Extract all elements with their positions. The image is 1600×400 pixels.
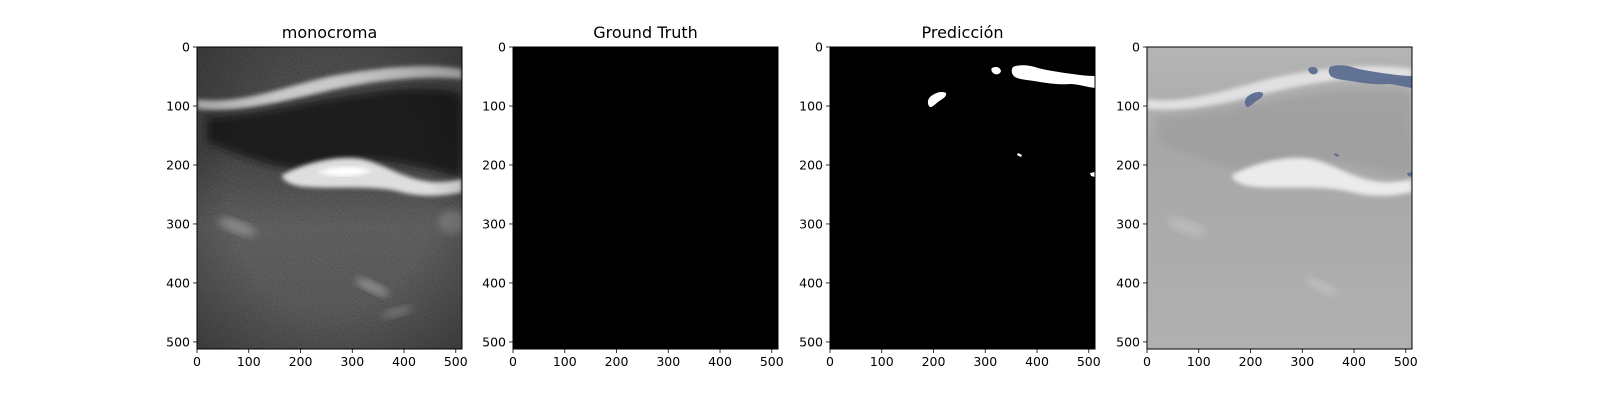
x-tick-label: 0: [193, 354, 201, 369]
y-tick-label: 500: [482, 334, 506, 349]
y-tick-label: 300: [799, 216, 823, 231]
ultrasound-image: [197, 47, 462, 349]
prediction-overlay: [1244, 65, 1412, 177]
y-tick-label: 100: [799, 98, 823, 113]
y-tick-label: 200: [482, 157, 506, 172]
x-tick-label: 500: [1077, 354, 1101, 369]
prediction-mask: [830, 47, 1095, 349]
x-tick-label: 0: [1143, 354, 1151, 369]
prediction-blob: [1090, 172, 1095, 177]
x-tick-label: 500: [760, 354, 784, 369]
panel-title: Predicción: [921, 23, 1003, 42]
prediction-blob: [1011, 65, 1095, 88]
x-tick-label: 200: [605, 354, 629, 369]
y-tick-label: 200: [166, 157, 190, 172]
y-tick-label: 500: [166, 334, 190, 349]
y-tick-label: 100: [166, 98, 190, 113]
x-tick-label: 300: [656, 354, 680, 369]
x-tick-label: 0: [509, 354, 517, 369]
x-tick-label: 400: [1025, 354, 1049, 369]
x-tick-label: 0: [826, 354, 834, 369]
y-tick-label: 0: [498, 40, 506, 55]
x-tick-label: 300: [340, 354, 364, 369]
x-tick-label: 200: [289, 354, 313, 369]
x-tick-label: 100: [237, 354, 261, 369]
panel-ground-truth: Ground Truth 0 100 200 300 400 50001002003004…: [482, 23, 784, 369]
x-tick-label: 500: [444, 354, 468, 369]
x-tick-label: 300: [973, 354, 997, 369]
overlay-image: [1147, 47, 1412, 349]
x-tick-label: 200: [922, 354, 946, 369]
panel-prediccion: Predicción 0 100 200 300 400 5000100200300400…: [799, 23, 1101, 369]
x-tick-label: 200: [1239, 354, 1263, 369]
y-tick-label: 100: [1116, 98, 1140, 113]
y-tick-label: 200: [1116, 157, 1140, 172]
panel-title: Ground Truth: [593, 23, 698, 42]
y-tick-label: 0: [182, 40, 190, 55]
x-tick-label: 100: [553, 354, 577, 369]
y-tick-label: 500: [1116, 334, 1140, 349]
y-tick-label: 400: [1116, 275, 1140, 290]
panel-monocroma: monocroma 0 100 200 300 400 50001002003004005…: [166, 23, 468, 369]
x-tick-label: 400: [1342, 354, 1366, 369]
prediction-blob: [991, 67, 1001, 75]
y-tick-label: 300: [166, 216, 190, 231]
panel-title: monocroma: [282, 23, 378, 42]
prediction-blob: [927, 92, 947, 108]
y-tick-label: 100: [482, 98, 506, 113]
y-tick-label: 400: [166, 275, 190, 290]
y-tick-label: 400: [482, 275, 506, 290]
prediction-blob: [1017, 153, 1022, 157]
x-tick-label: 100: [870, 354, 894, 369]
y-tick-label: 400: [799, 275, 823, 290]
x-tick-label: 400: [392, 354, 416, 369]
y-tick-label: 500: [799, 334, 823, 349]
y-tick-label: 300: [1116, 216, 1140, 231]
x-tick-label: 400: [708, 354, 732, 369]
y-tick-label: 200: [799, 157, 823, 172]
x-tick-label: 100: [1187, 354, 1211, 369]
ground-truth-mask: [513, 47, 778, 349]
y-tick-label: 0: [815, 40, 823, 55]
y-tick-label: 300: [482, 216, 506, 231]
x-tick-label: 500: [1394, 354, 1418, 369]
x-tick-label: 300: [1290, 354, 1314, 369]
y-tick-label: 0: [1132, 40, 1140, 55]
